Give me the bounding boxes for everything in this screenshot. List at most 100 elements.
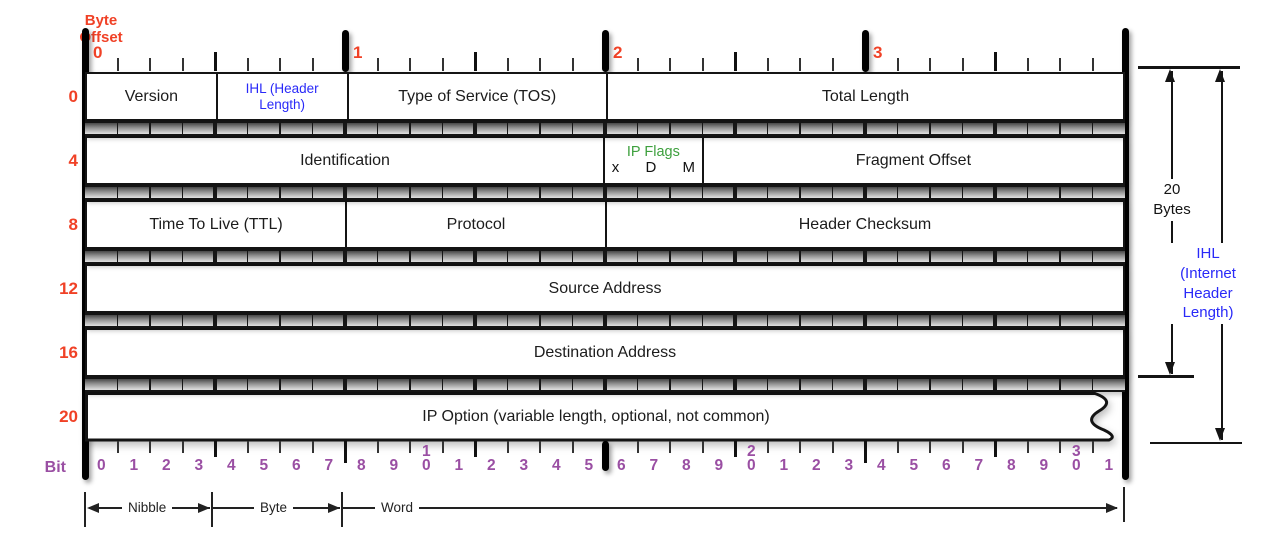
separator-bit-tick xyxy=(116,315,119,326)
flag-M: M xyxy=(682,159,695,177)
bit-number-12: 2 xyxy=(486,457,496,474)
separator-nibble-tick xyxy=(603,251,607,262)
bottom-bit-tick xyxy=(799,441,801,453)
bytes20-up-arrow-icon xyxy=(1165,69,1175,82)
separator-nibble-tick xyxy=(993,187,997,198)
word-arrow-line xyxy=(343,507,1117,509)
separator-bit-tick xyxy=(896,123,899,134)
separator-bit-tick xyxy=(701,251,704,262)
separator-nibble-tick xyxy=(863,251,867,262)
bit-number-25: 5 xyxy=(909,457,919,474)
separator-bit-tick xyxy=(1026,379,1029,390)
separator-bit-tick xyxy=(1059,315,1061,326)
separator-bit-tick xyxy=(701,187,704,198)
bottom-bit-tick xyxy=(701,441,704,453)
top-bit-tick xyxy=(311,58,314,71)
separator-bit-tick xyxy=(116,251,119,262)
separator-bit-tick xyxy=(181,251,184,262)
separator-bit-tick xyxy=(701,379,704,390)
separator-bit-tick xyxy=(409,187,411,198)
separator-nibble-tick xyxy=(473,379,477,390)
field-total-length: Total Length xyxy=(608,74,1123,119)
separator-bit-tick xyxy=(246,187,249,198)
separator-bit-tick xyxy=(1091,123,1094,134)
bottom-nibble-tick xyxy=(213,441,217,457)
separator-nibble-tick xyxy=(473,315,477,326)
separator-bit-tick xyxy=(1091,251,1094,262)
field-version: Version xyxy=(87,74,218,119)
nibble-start-tick xyxy=(84,492,86,527)
separator-bit-tick xyxy=(181,187,184,198)
bottom-bit-tick xyxy=(831,441,834,453)
separator-bit-tick xyxy=(149,315,151,326)
separator-nibble-tick xyxy=(863,123,867,134)
top-bit-tick xyxy=(701,58,704,71)
bottom-bit-tick xyxy=(311,441,314,453)
bit-caption: Bit xyxy=(44,459,66,476)
header-row-offset-8: Time To Live (TTL) Protocol Header Checksu… xyxy=(85,200,1125,249)
field-fragment-offset: Fragment Offset xyxy=(704,138,1123,183)
field-ip-flags: IP Flags x D M xyxy=(605,138,704,183)
field-label: Version xyxy=(124,87,179,105)
top-bit-tick xyxy=(766,58,769,71)
bottom-bit-tick xyxy=(766,441,769,453)
separator-nibble-tick xyxy=(473,123,477,134)
top-bit-tick xyxy=(539,58,541,71)
field-source-address: Source Address xyxy=(87,266,1123,311)
separator-nibble-tick xyxy=(343,251,347,262)
separator-bit-tick xyxy=(441,251,444,262)
separator-bit-tick xyxy=(636,379,639,390)
byte-offset-12: 12 xyxy=(59,278,78,298)
separator-bit-tick xyxy=(929,379,931,390)
separator-nibble-tick xyxy=(993,251,997,262)
separator-bit-tick xyxy=(929,187,931,198)
separator-nibble-tick xyxy=(993,379,997,390)
separator-nibble-tick xyxy=(863,379,867,390)
top-bit-tick xyxy=(246,58,249,71)
separator-bit-tick xyxy=(799,379,801,390)
top-bit-tick xyxy=(669,58,671,71)
field-type-of-service-tos: Type of Service (TOS) xyxy=(349,74,608,119)
byte-offset-20: 20 xyxy=(59,406,78,426)
separator-bit-tick xyxy=(1026,123,1029,134)
bit-number-18: 8 xyxy=(681,457,691,474)
separator-bit-tick xyxy=(409,315,411,326)
bottom-bit-tick xyxy=(929,441,931,453)
separator-nibble-tick xyxy=(473,187,477,198)
header-row-offset-12: Source Address xyxy=(85,264,1125,313)
bit-separator-bar xyxy=(85,313,1125,328)
separator-bit-tick xyxy=(1059,187,1061,198)
bottom-byte-tick xyxy=(343,441,347,463)
separator-bit-tick xyxy=(376,187,379,198)
bit-number-13: 3 xyxy=(519,457,529,474)
word-end-tick xyxy=(1123,487,1125,522)
top-bit-tick xyxy=(181,58,184,71)
top-bit-tick xyxy=(149,58,151,71)
bottom-bit-tick xyxy=(181,441,184,453)
separator-bit-tick xyxy=(1059,251,1061,262)
separator-bit-tick xyxy=(539,187,541,198)
bit-number-6: 6 xyxy=(291,457,301,474)
separator-nibble-tick xyxy=(213,123,217,134)
separator-bit-tick xyxy=(149,123,151,134)
bottom-nibble-tick xyxy=(993,441,997,457)
bit-number-22: 2 xyxy=(811,457,821,474)
separator-bit-tick xyxy=(766,315,769,326)
separator-bit-tick xyxy=(701,315,704,326)
separator-bit-tick xyxy=(1026,187,1029,198)
bit-number-3: 3 xyxy=(194,457,204,474)
separator-bit-tick xyxy=(766,187,769,198)
separator-bit-tick xyxy=(376,315,379,326)
nibble-right-arrow-icon xyxy=(198,503,210,513)
bit-number-17: 7 xyxy=(649,457,659,474)
field-ihl-header-length: IHL (Header Length) xyxy=(218,74,349,119)
bottom-bit-tick xyxy=(1059,441,1061,453)
separator-bit-tick xyxy=(636,123,639,134)
separator-nibble-tick xyxy=(603,187,607,198)
byte-offset-4: 4 xyxy=(68,150,78,170)
separator-nibble-tick xyxy=(603,123,607,134)
separator-bit-tick xyxy=(506,123,509,134)
bit-number-9: 9 xyxy=(389,457,399,474)
bit-number-2: 2 xyxy=(161,457,171,474)
byte-right-arrow-icon xyxy=(328,503,340,513)
